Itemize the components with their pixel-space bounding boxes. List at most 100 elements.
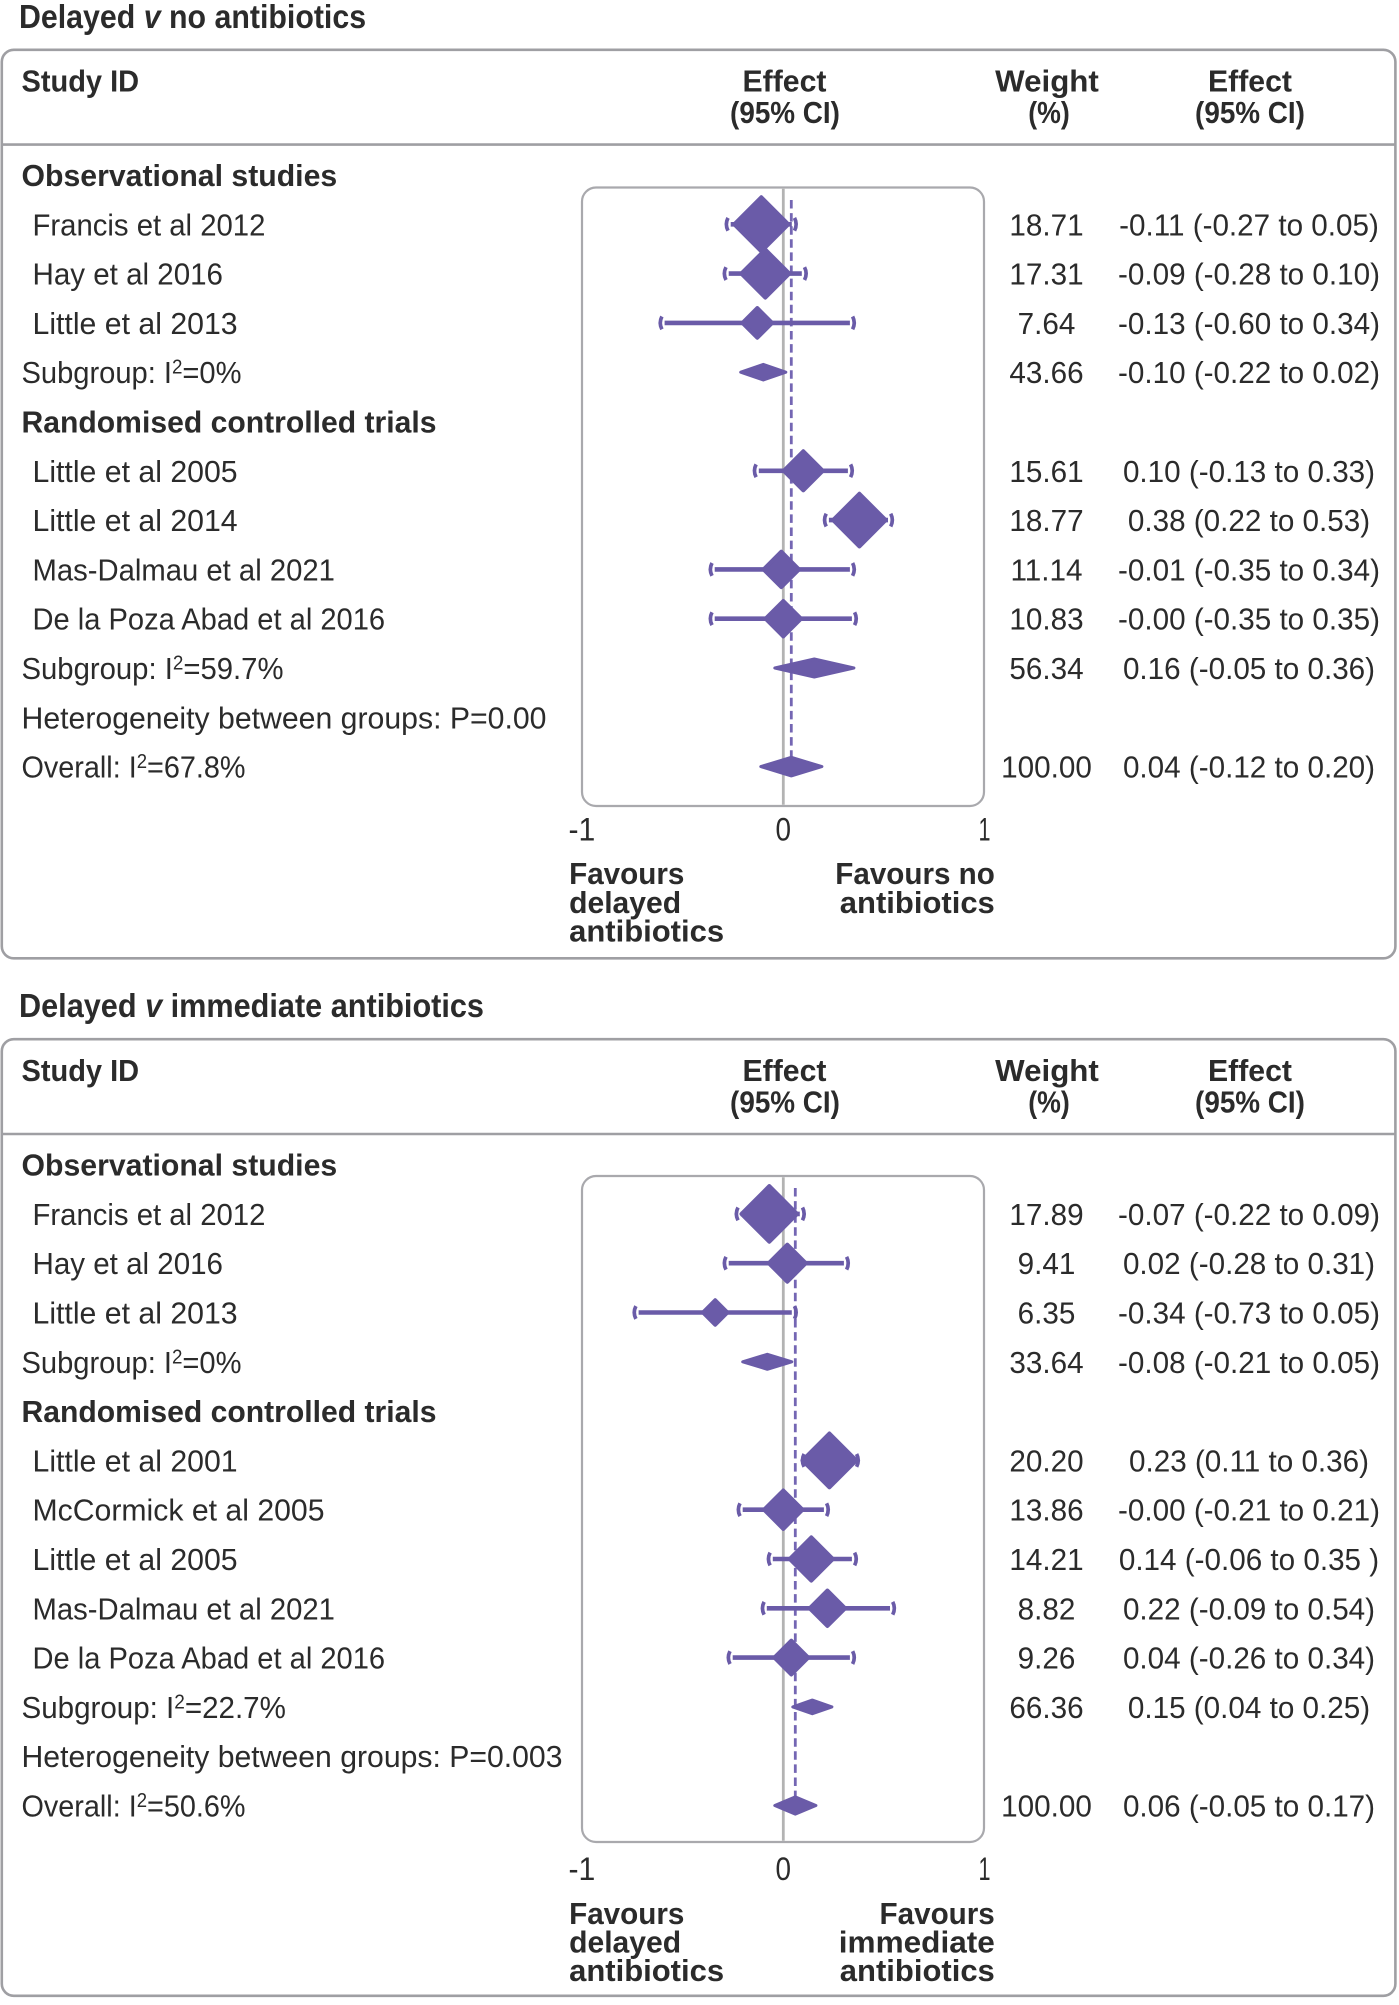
svg-text:(95% CI): (95% CI) bbox=[1195, 95, 1305, 130]
svg-text:Effect: Effect bbox=[743, 64, 827, 99]
svg-text:Heterogeneity between groups:: Heterogeneity between groups: P=0.00 bbox=[22, 700, 547, 735]
svg-text:0.23 (0.11 to 0.36): 0.23 (0.11 to 0.36) bbox=[1129, 1443, 1369, 1478]
svg-text:Effect: Effect bbox=[1208, 1053, 1292, 1088]
svg-text:0.06 (-0.05 to 0.17): 0.06 (-0.05 to 0.17) bbox=[1123, 1789, 1375, 1824]
svg-text:17.89: 17.89 bbox=[1009, 1197, 1083, 1232]
svg-text:0: 0 bbox=[776, 811, 792, 847]
svg-text:Heterogeneity between groups:: Heterogeneity between groups: P=0.003 bbox=[22, 1739, 563, 1774]
svg-text:Subgroup: I2=0%: Subgroup: I2=0% bbox=[22, 355, 242, 390]
svg-text:11.14: 11.14 bbox=[1011, 552, 1083, 587]
svg-text:-1: -1 bbox=[569, 1851, 596, 1887]
svg-text:Subgroup: I2=59.7%: Subgroup: I2=59.7% bbox=[22, 651, 284, 686]
svg-text:antibiotics: antibiotics bbox=[569, 913, 724, 948]
svg-text:8.82: 8.82 bbox=[1018, 1591, 1076, 1626]
svg-text:0.38 (0.22 to 0.53): 0.38 (0.22 to 0.53) bbox=[1128, 503, 1370, 538]
svg-text:0.15 (0.04 to 0.25): 0.15 (0.04 to 0.25) bbox=[1128, 1690, 1370, 1725]
svg-text:15.61: 15.61 bbox=[1009, 454, 1083, 489]
svg-text:Francis et al 2012: Francis et al 2012 bbox=[33, 207, 266, 242]
svg-text:-0.00 (-0.35 to 0.35): -0.00 (-0.35 to 0.35) bbox=[1118, 602, 1380, 637]
svg-text:(95% CI): (95% CI) bbox=[730, 95, 840, 130]
svg-text:Study ID: Study ID bbox=[22, 64, 140, 99]
svg-text:Delayed v no antibiotics: Delayed v no antibiotics bbox=[19, 0, 366, 35]
svg-text:Overall: I2=50.6%: Overall: I2=50.6% bbox=[22, 1789, 246, 1824]
svg-text:0.14 (-0.06 to 0.35 ): 0.14 (-0.06 to 0.35 ) bbox=[1119, 1542, 1379, 1577]
svg-text:Hay et al 2016: Hay et al 2016 bbox=[33, 1246, 224, 1281]
svg-text:Favours: Favours bbox=[569, 1896, 684, 1931]
svg-text:Little et al 2013: Little et al 2013 bbox=[33, 306, 238, 341]
svg-text:9.26: 9.26 bbox=[1018, 1641, 1076, 1676]
svg-text:0.22 (-0.09 to 0.54): 0.22 (-0.09 to 0.54) bbox=[1123, 1591, 1375, 1626]
svg-text:-0.07 (-0.22 to 0.09): -0.07 (-0.22 to 0.09) bbox=[1118, 1197, 1380, 1232]
svg-text:-0.08 (-0.21 to 0.05): -0.08 (-0.21 to 0.05) bbox=[1118, 1345, 1380, 1380]
svg-text:Randomised controlled trials: Randomised controlled trials bbox=[22, 1394, 437, 1429]
svg-text:Subgroup: I2=22.7%: Subgroup: I2=22.7% bbox=[22, 1690, 286, 1725]
svg-text:McCormick et al 2005: McCormick et al 2005 bbox=[33, 1493, 325, 1528]
svg-text:0.04 (-0.26 to 0.34): 0.04 (-0.26 to 0.34) bbox=[1123, 1641, 1375, 1676]
svg-text:17.31: 17.31 bbox=[1009, 257, 1083, 292]
svg-text:6.35: 6.35 bbox=[1018, 1296, 1076, 1331]
svg-text:Study ID: Study ID bbox=[22, 1053, 140, 1088]
svg-text:Little et al 2013: Little et al 2013 bbox=[33, 1296, 238, 1331]
svg-text:(%): (%) bbox=[1028, 95, 1070, 130]
svg-text:0: 0 bbox=[776, 1851, 792, 1887]
svg-text:66.36: 66.36 bbox=[1009, 1690, 1083, 1725]
svg-text:13.86: 13.86 bbox=[1009, 1493, 1083, 1528]
svg-text:0.10 (-0.13 to 0.33): 0.10 (-0.13 to 0.33) bbox=[1123, 454, 1375, 489]
svg-text:-0.11 (-0.27 to 0.05): -0.11 (-0.27 to 0.05) bbox=[1119, 207, 1379, 242]
svg-text:-0.34 (-0.73 to 0.05): -0.34 (-0.73 to 0.05) bbox=[1118, 1296, 1380, 1331]
svg-text:-0.10 (-0.22 to 0.02): -0.10 (-0.22 to 0.02) bbox=[1118, 355, 1380, 390]
svg-text:antibiotics: antibiotics bbox=[840, 1953, 995, 1988]
svg-text:-0.09 (-0.28 to 0.10): -0.09 (-0.28 to 0.10) bbox=[1118, 257, 1380, 292]
svg-text:De la Poza Abad et al 2016: De la Poza Abad et al 2016 bbox=[33, 602, 386, 637]
svg-text:-1: -1 bbox=[569, 811, 596, 847]
svg-text:100.00: 100.00 bbox=[1001, 750, 1092, 785]
svg-text:20.20: 20.20 bbox=[1009, 1443, 1083, 1478]
svg-text:-0.01 (-0.35 to 0.34): -0.01 (-0.35 to 0.34) bbox=[1118, 552, 1380, 587]
svg-text:Favours: Favours bbox=[569, 856, 684, 891]
svg-text:18.71: 18.71 bbox=[1009, 207, 1083, 242]
svg-text:0.16 (-0.05 to 0.36): 0.16 (-0.05 to 0.36) bbox=[1123, 651, 1375, 686]
svg-text:Mas-Dalmau et al 2021: Mas-Dalmau et al 2021 bbox=[33, 1591, 335, 1626]
svg-text:0.04 (-0.12 to 0.20): 0.04 (-0.12 to 0.20) bbox=[1123, 750, 1375, 785]
svg-text:100.00: 100.00 bbox=[1001, 1789, 1092, 1824]
svg-text:0.02 (-0.28 to 0.31): 0.02 (-0.28 to 0.31) bbox=[1123, 1246, 1375, 1281]
svg-text:delayed: delayed bbox=[569, 1924, 681, 1959]
svg-text:56.34: 56.34 bbox=[1009, 651, 1083, 686]
svg-text:Delayed v immediate antibiotic: Delayed v immediate antibiotics bbox=[19, 987, 484, 1024]
svg-text:delayed: delayed bbox=[569, 885, 681, 920]
svg-text:Favours no: Favours no bbox=[835, 856, 995, 891]
svg-text:Subgroup: I2=0%: Subgroup: I2=0% bbox=[22, 1345, 242, 1380]
svg-text:(95% CI): (95% CI) bbox=[730, 1085, 840, 1120]
svg-text:33.64: 33.64 bbox=[1009, 1345, 1083, 1380]
svg-text:(95% CI): (95% CI) bbox=[1195, 1085, 1305, 1120]
svg-text:-0.13 (-0.60 to 0.34): -0.13 (-0.60 to 0.34) bbox=[1118, 306, 1380, 341]
svg-text:Effect: Effect bbox=[743, 1053, 827, 1088]
svg-text:Overall: I2=67.8%: Overall: I2=67.8% bbox=[22, 750, 246, 785]
svg-text:Randomised controlled trials: Randomised controlled trials bbox=[22, 405, 437, 440]
svg-text:Little et al 2001: Little et al 2001 bbox=[33, 1443, 238, 1478]
svg-text:Hay et al 2016: Hay et al 2016 bbox=[33, 257, 224, 292]
svg-text:Favours: Favours bbox=[880, 1896, 995, 1931]
svg-text:-0.00 (-0.21 to 0.21): -0.00 (-0.21 to 0.21) bbox=[1118, 1493, 1380, 1528]
svg-text:1: 1 bbox=[979, 811, 991, 847]
svg-text:Little et al 2005: Little et al 2005 bbox=[33, 454, 238, 489]
svg-text:9.41: 9.41 bbox=[1018, 1246, 1076, 1281]
svg-text:Observational studies: Observational studies bbox=[22, 1148, 338, 1183]
svg-text:Mas-Dalmau et al 2021: Mas-Dalmau et al 2021 bbox=[33, 552, 335, 587]
svg-text:Little et al 2014: Little et al 2014 bbox=[33, 503, 238, 538]
svg-text:43.66: 43.66 bbox=[1009, 355, 1083, 390]
svg-text:Weight: Weight bbox=[995, 64, 1099, 99]
svg-text:10.83: 10.83 bbox=[1009, 602, 1083, 637]
svg-text:Effect: Effect bbox=[1208, 64, 1292, 99]
svg-text:(%): (%) bbox=[1028, 1085, 1070, 1120]
svg-text:antibiotics: antibiotics bbox=[840, 885, 995, 920]
svg-text:14.21: 14.21 bbox=[1009, 1542, 1083, 1577]
svg-text:Weight: Weight bbox=[995, 1053, 1099, 1088]
svg-text:immediate: immediate bbox=[839, 1924, 995, 1959]
svg-text:1: 1 bbox=[979, 1851, 991, 1887]
svg-text:Francis et al 2012: Francis et al 2012 bbox=[33, 1197, 266, 1232]
svg-text:18.77: 18.77 bbox=[1009, 503, 1083, 538]
svg-text:De la Poza Abad et al 2016: De la Poza Abad et al 2016 bbox=[33, 1641, 386, 1676]
svg-text:antibiotics: antibiotics bbox=[569, 1953, 724, 1988]
svg-text:Observational studies: Observational studies bbox=[22, 158, 338, 193]
